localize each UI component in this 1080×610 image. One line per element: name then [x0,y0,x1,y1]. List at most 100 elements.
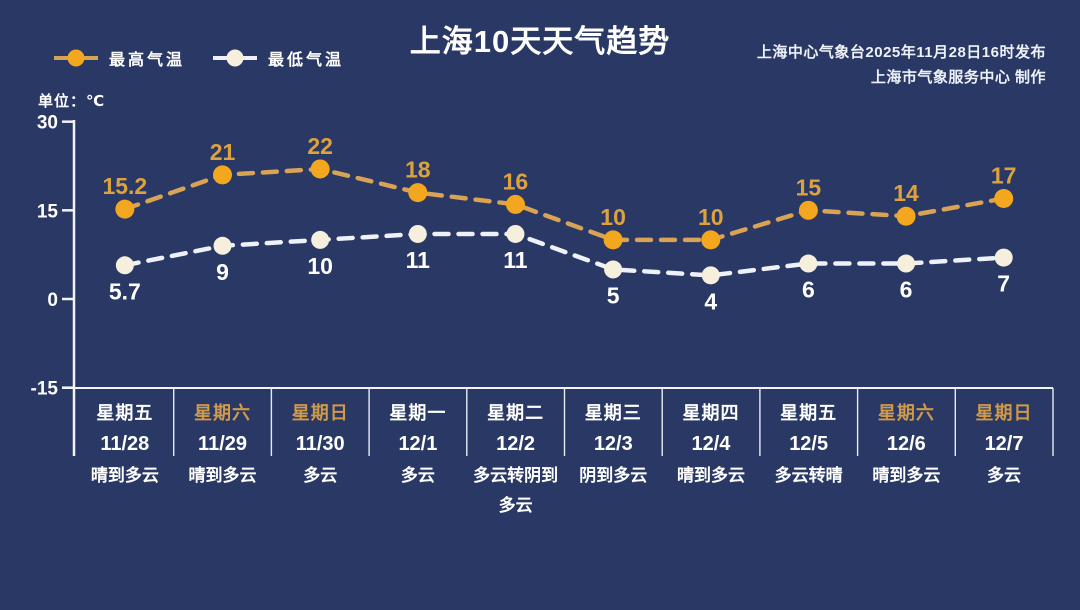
high-temp-point [115,199,135,219]
low-temp-point [408,224,427,243]
weather-label: 多云转阴到多云 [473,466,559,515]
high-temp-value-label: 14 [893,180,919,206]
high-temp-point [603,230,623,250]
low-temp-value-label: 10 [307,253,333,279]
weekday-label: 星期三 [584,403,642,423]
high-temp-value-label: 15.2 [102,173,147,199]
day-column: 星期日 11/30 多云 [271,398,369,521]
high-temp-point [213,165,232,185]
high-temp-value-label: 16 [503,168,529,194]
low-temp-value-label: 7 [997,271,1010,297]
high-temp-value-label: 18 [405,157,431,183]
page-title: 上海10天天气趋势 [409,24,671,59]
weekday-label: 星期二 [487,403,545,423]
low-temp-point [701,266,720,285]
day-column: 星期五 12/5 多云转晴 [760,398,858,521]
high-temp-value-label: 15 [796,174,822,200]
date-label: 12/4 [691,433,731,455]
low-temp-point [311,230,330,249]
day-column: 星期四 12/4 晴到多云 [662,398,760,521]
date-label: 11/29 [198,433,247,455]
date-label: 12/6 [886,433,926,455]
day-column: 星期日 12/7 多云 [955,398,1053,521]
y-axis-tick-label: 0 [47,290,58,311]
weather-label: 晴到多云 [676,466,745,485]
legend-item-low: 最低气温 [211,46,344,70]
high-temp-value-label: 22 [307,133,333,159]
weekday-label: 星期一 [389,403,447,423]
weekday-label: 星期四 [682,403,740,423]
low-temp-value-label: 4 [704,288,717,314]
high-temp-legend-icon [54,49,98,67]
day-column: 星期五 11/28 晴到多云 [76,398,174,521]
source-line-2: 上海市气象服务中心 制作 [870,69,1046,86]
low-temp-legend-icon [213,49,258,67]
date-label: 12/5 [789,433,829,455]
weather-label: 多云 [400,466,435,485]
high-temp-point [408,183,428,203]
weather-label: 晴到多云 [872,466,941,485]
day-column: 星期三 12/3 阴到多云 [564,398,662,521]
high-temp-point [701,230,721,250]
high-temp-value-label: 10 [600,204,626,230]
low-temp-value-label: 5.7 [109,278,141,304]
low-temp-value-label: 9 [216,259,229,285]
weather-label: 多云 [987,466,1022,485]
weekday-label: 星期日 [975,403,1033,423]
low-temp-value-label: 5 [607,282,620,308]
weekday-label: 星期六 [877,403,935,423]
source-attribution: 上海中心气象台2025年11月28日16时发布 上海市气象服务中心 制作 [757,40,1046,90]
day-column: 星期六 12/6 晴到多云 [858,398,956,521]
low-temp-line [122,231,1006,278]
low-temp-point [213,236,232,255]
date-label: 11/30 [295,433,345,455]
low-temp-point [604,260,623,279]
low-temp-point [115,256,134,275]
low-temp-value-label: 6 [802,277,815,303]
high-temp-point [798,200,818,220]
day-column: 星期二 12/2 多云转阴到多云 [467,398,565,521]
date-label: 11/28 [100,433,150,455]
date-label: 12/3 [593,433,633,455]
date-label: 12/2 [496,433,536,455]
high-temp-point [896,206,916,226]
weekday-label: 星期五 [96,403,154,423]
day-column: 星期六 11/29 晴到多云 [174,398,272,521]
high-temp-value-label: 10 [698,204,724,230]
legend-item-high: 最高气温 [52,46,185,70]
high-temp-value-label: 17 [991,163,1017,189]
high-temp-line [122,166,1006,243]
y-axis-tick-label: 30 [37,113,58,134]
low-temp-point [897,254,916,273]
legend-label-high: 最高气温 [109,52,186,69]
source-line-1: 上海中心气象台2025年11月28日16时发布 [756,44,1046,61]
y-axis-tick-label: 15 [37,201,59,222]
low-temp-value-label: 11 [503,247,528,273]
high-temp-point [310,159,330,179]
date-label: 12/7 [984,433,1024,455]
weather-label: 多云 [303,466,338,485]
low-temp-value-label: 6 [900,277,913,303]
high-temp-point [994,189,1014,209]
high-temp-value-label: 21 [210,139,236,165]
weather-label: 晴到多云 [188,466,257,485]
weather-label: 阴到多云 [579,466,648,485]
chart-legend: 最高气温 最低气温 [52,46,344,70]
low-temp-point [506,224,525,243]
legend-label-low: 最低气温 [268,52,345,69]
low-temp-value-label: 11 [406,247,431,273]
weather-label: 晴到多云 [90,466,159,485]
unit-label: 单位：℃ [38,93,106,110]
y-axis-tick-label: -15 [31,379,59,400]
day-columns: 星期五 11/28 晴到多云 星期六 11/29 晴到多云 星期日 11/30 多云 星期一 12/… [76,398,1053,521]
weekday-label: 星期六 [194,403,252,423]
weather-label: 多云转晴 [774,466,843,485]
weekday-label: 星期五 [780,403,838,423]
weekday-label: 星期日 [291,403,349,423]
high-temp-point [505,194,525,214]
date-label: 12/1 [398,433,438,455]
day-column: 星期一 12/1 多云 [369,398,467,521]
low-temp-point [799,254,818,273]
